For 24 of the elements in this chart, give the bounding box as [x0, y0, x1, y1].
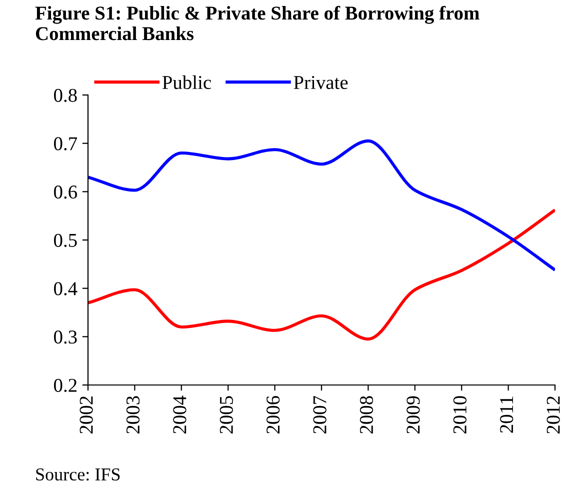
- chart-title: Figure S1: Public & Private Share of Borrowing from Commercial Banks: [35, 6, 480, 40]
- x-tick-label: 2004: [173, 396, 186, 434]
- x-tick-label: 2003: [126, 396, 140, 434]
- legend-label: Private: [294, 76, 348, 90]
- y-tick-label: 0.6: [54, 185, 78, 199]
- y-tick-label: 0.4: [54, 282, 78, 296]
- legend-label: Public: [162, 75, 211, 90]
- x-tick-label: 2002: [80, 396, 93, 434]
- y-tick-label: 0.3: [54, 330, 77, 344]
- x-tick-label: 2005: [220, 396, 233, 434]
- x-tick-label: 2009: [406, 396, 420, 434]
- source-note: Source: IFS: [36, 468, 120, 481]
- x-tick-label: 2006: [266, 396, 280, 434]
- y-tick-label: 0.8: [54, 88, 77, 102]
- y-tick-label: 0.2: [54, 378, 77, 392]
- line-series: [88, 208, 555, 341]
- line-series: [88, 139, 555, 272]
- x-tick-label: 2007: [313, 396, 326, 434]
- y-tick-label: 0.7: [54, 137, 78, 150]
- x-tick-label: 2008: [360, 396, 374, 434]
- x-tick-label: 2011: [500, 396, 514, 433]
- x-tick-label: 2012: [546, 396, 560, 434]
- x-tick-label: 2010: [453, 396, 466, 434]
- y-tick-label: 0.5: [54, 234, 77, 248]
